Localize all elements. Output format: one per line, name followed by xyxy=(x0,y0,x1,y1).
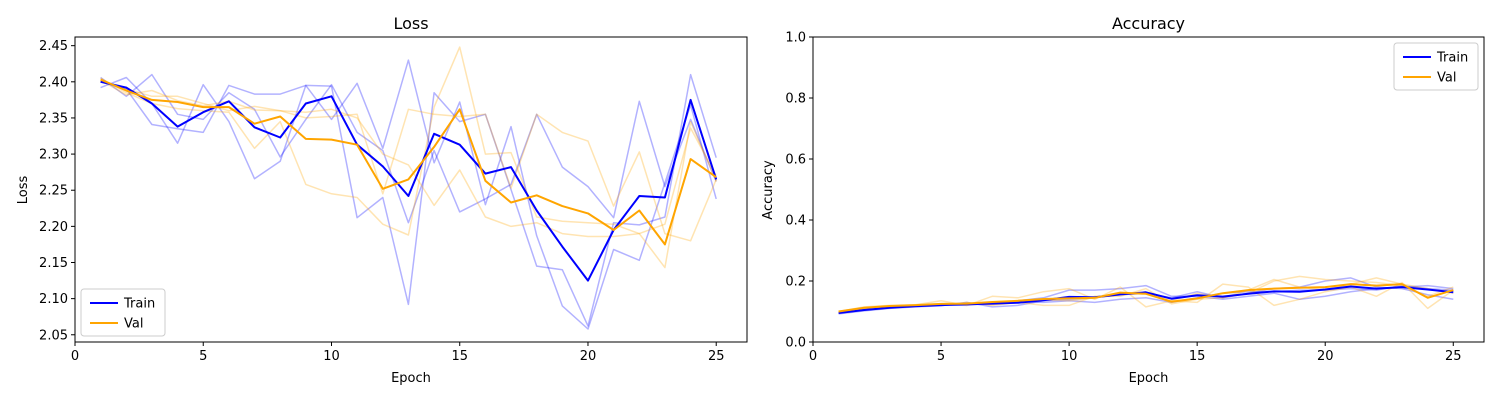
chart1-xtick-label: 10 xyxy=(1061,349,1078,364)
loss-chart-title: Loss xyxy=(393,14,428,33)
chart0-run-line-0 xyxy=(100,73,717,327)
chart0-xtick-label: 5 xyxy=(199,349,207,364)
accuracy-chart-xlabel: Epoch xyxy=(1129,371,1169,386)
chart1-ytick-label: 1.0 xyxy=(785,31,806,46)
chart0-ytick-label: 2.25 xyxy=(39,184,68,199)
chart0-legend-box xyxy=(80,288,166,337)
chart1-xtick-label: 0 xyxy=(809,349,817,364)
chart1-ytick-label: 0.4 xyxy=(785,214,806,229)
chart1-ytick-label: 0.6 xyxy=(785,153,806,168)
chart1-axes-frame xyxy=(812,36,1485,343)
chart0-ytick-label: 2.45 xyxy=(39,39,68,54)
chart1-xtick-label: 20 xyxy=(1317,349,1334,364)
chart0-xtick-label: 10 xyxy=(323,349,340,364)
chart0-ytick-label: 2.15 xyxy=(39,256,68,271)
loss-chart: Loss Epoch Loss 0 5 10 15 20 25 2.05 2.10 2.15 2.… xyxy=(16,14,748,386)
chart1-series-line-val xyxy=(838,283,1454,313)
chart0-legend: Train Val xyxy=(80,288,166,337)
loss-chart-ylabel: Loss xyxy=(16,176,31,205)
chart0-ytick-label: 2.30 xyxy=(39,148,68,163)
chart0-ytick-label: 2.05 xyxy=(39,328,68,343)
chart1-legend-label-train: Train xyxy=(1436,51,1468,66)
chart0-legend-label-train: Train xyxy=(123,297,155,312)
chart0-ytick-label: 2.20 xyxy=(39,220,68,235)
chart0-legend-label-val: Val xyxy=(124,317,143,332)
chart1-ytick-label: 0.8 xyxy=(785,92,806,107)
chart0-ytick-label: 2.10 xyxy=(39,292,68,307)
chart1-xtick-label: 5 xyxy=(937,349,945,364)
chart1-ytick-label: 0.0 xyxy=(785,336,806,351)
chart0-xtick-label: 20 xyxy=(580,349,597,364)
chart1-legend-box xyxy=(1393,42,1479,91)
chart0-run-line-1 xyxy=(100,59,717,330)
chart1-xtick-label: 25 xyxy=(1445,349,1462,364)
chart0-ytick-label: 2.35 xyxy=(39,111,68,126)
chart0-ytick-label: 2.40 xyxy=(39,75,68,90)
chart0-run-line-2 xyxy=(100,73,717,224)
chart1-ytick-label: 0.2 xyxy=(785,275,806,290)
loss-chart-xlabel: Epoch xyxy=(391,371,431,386)
chart1-series-line-train xyxy=(838,285,1454,314)
chart0-run-line-4 xyxy=(100,81,717,242)
chart0-series-line-val xyxy=(100,78,717,246)
chart0-xtick-label: 0 xyxy=(71,349,79,364)
chart0-run-line-5 xyxy=(100,79,717,238)
accuracy-chart-title: Accuracy xyxy=(1112,14,1185,33)
chart0-xtick-label: 15 xyxy=(451,349,468,364)
chart0-xtick-label: 25 xyxy=(708,349,725,364)
chart0-axes-frame xyxy=(74,36,748,343)
chart1-xtick-label: 15 xyxy=(1189,349,1206,364)
accuracy-chart-ylabel: Accuracy xyxy=(761,160,776,220)
chart1-legend: Train Val xyxy=(1393,42,1479,91)
chart1-legend-label-val: Val xyxy=(1437,71,1456,86)
accuracy-chart: Accuracy Epoch Accuracy 0 5 10 15 20 25 0.0 0.2… xyxy=(761,14,1485,386)
chart0-run-line-3 xyxy=(100,46,717,269)
